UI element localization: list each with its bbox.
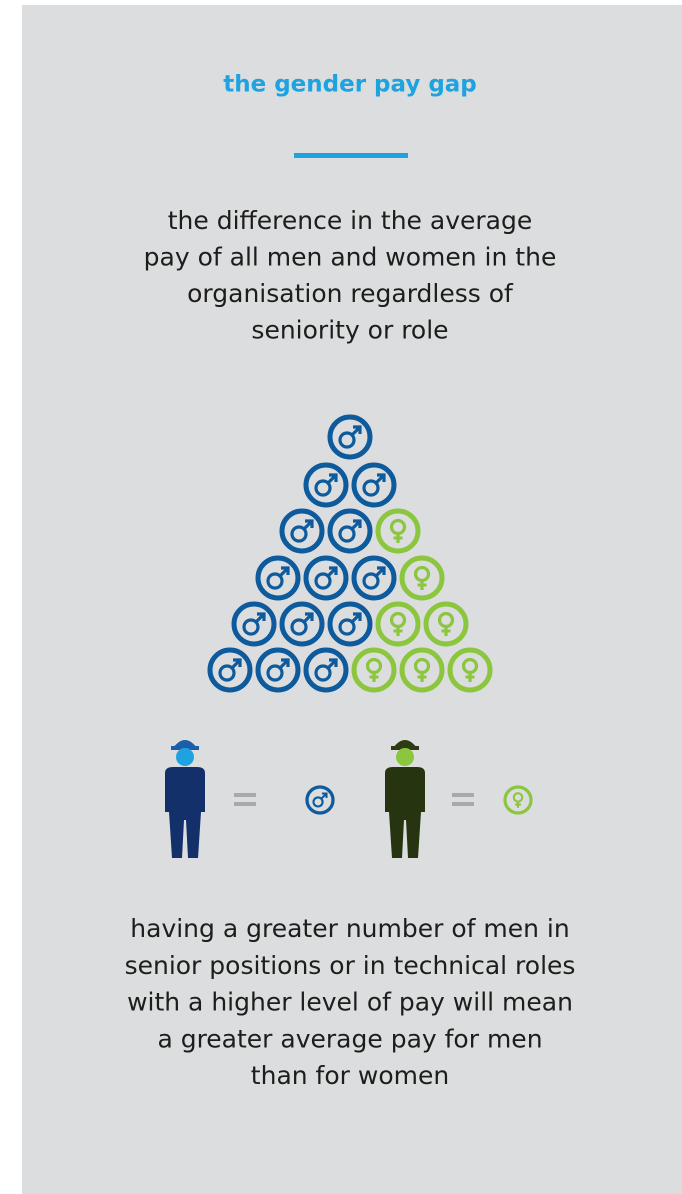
explanation: having a greater number of men in senior … — [125, 914, 576, 1090]
woman-figure — [385, 740, 425, 858]
equals — [452, 793, 474, 806]
explanation-line: with a higher level of pay will mean — [127, 988, 573, 1017]
equals — [234, 793, 256, 806]
explanation-line: than for women — [251, 1061, 449, 1090]
definition-line: pay of all men and women in the — [144, 243, 557, 272]
definition: the difference in the average pay of all … — [144, 206, 557, 345]
title: the gender pay gap — [223, 72, 477, 98]
explanation-line: a greater average pay for men — [157, 1024, 542, 1053]
explanation-line: having a greater number of men in — [130, 914, 569, 943]
panel — [22, 5, 682, 1194]
definition-line: seniority or role — [251, 316, 448, 345]
definition-line: the difference in the average — [168, 206, 532, 235]
legend — [165, 740, 533, 858]
divider — [294, 153, 408, 158]
man-figure — [165, 740, 205, 858]
definition-line: organisation regardless of — [187, 279, 514, 308]
explanation-line: senior positions or in technical roles — [125, 951, 576, 980]
